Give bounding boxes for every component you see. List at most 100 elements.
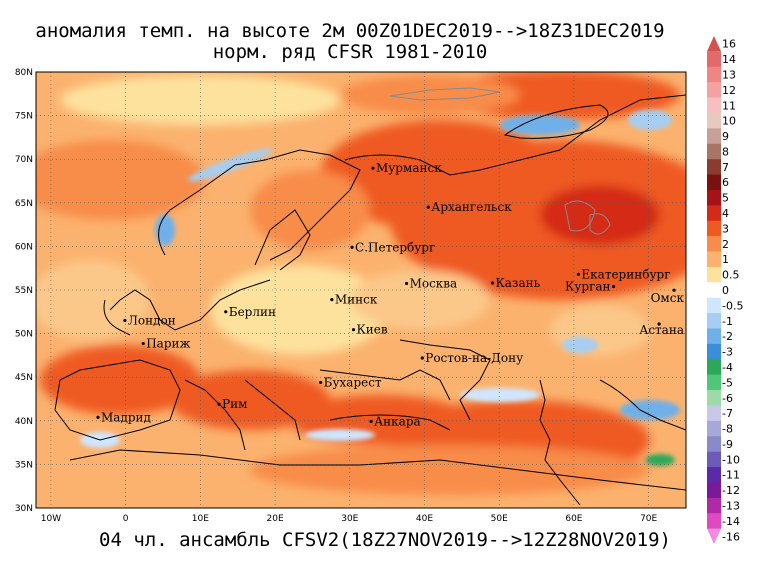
colorbar-label: -0.5 <box>722 299 743 312</box>
city-label: Курган <box>565 280 610 294</box>
colorbar-cell <box>707 497 721 514</box>
lon-tick-label: 30E <box>341 514 358 524</box>
colorbar-label: 12 <box>722 84 736 97</box>
colorbar-cell <box>707 390 721 406</box>
city-marker <box>217 402 221 406</box>
colorbar-cell <box>707 513 721 529</box>
colorbar-cell <box>707 467 721 483</box>
lat-tick-label: 75N <box>15 112 33 122</box>
city-marker <box>96 415 100 419</box>
lon-tick-label: 10E <box>192 514 209 524</box>
city-label: Мадрид <box>101 410 151 424</box>
lon-tick-label: 0 <box>123 514 129 524</box>
lon-tick-label: 60E <box>565 514 582 524</box>
colorbar-cell <box>707 343 721 360</box>
city-label: Москва <box>410 276 458 290</box>
city-label: Лондон <box>128 314 176 328</box>
colorbar-cell <box>707 436 721 452</box>
colorbar-cell <box>707 451 721 468</box>
colorbar-label: -6 <box>722 392 733 405</box>
colorbar-cell <box>707 51 721 68</box>
city-marker <box>672 288 676 292</box>
colorbar-label: 6 <box>722 176 729 189</box>
map-frame <box>35 71 687 509</box>
colorbar-label: -7 <box>722 407 733 420</box>
city-marker <box>404 281 409 286</box>
longitude-tick-labels: 10W 0 10E 20E 30E 40E 50E 60E 70E <box>41 514 658 524</box>
colorbar-cell <box>707 174 721 191</box>
city-label: Ростов-на-Дону <box>425 351 523 365</box>
colorbar-label: -9 <box>722 438 733 451</box>
city-label: Мурманск <box>376 161 442 175</box>
colorbar-label: -8 <box>722 423 733 436</box>
city-marker <box>319 380 323 385</box>
colorbar-cell <box>707 112 721 129</box>
lat-tick-label: 70N <box>15 155 33 165</box>
city-label: Астана <box>639 323 684 337</box>
city-label: Екатеринбург <box>581 267 670 281</box>
city-label: Париж <box>146 337 190 351</box>
city-label: С.Петербург <box>355 240 435 254</box>
grid-lines <box>36 72 686 508</box>
city-marker <box>330 297 334 302</box>
colorbar-label: 10 <box>722 115 736 128</box>
city-label: Архангельск <box>431 200 512 214</box>
colorbar: 16 14 13 12 11 10 9 8 7 6 5 4 3 2 1 0.5 0 -0.5 -1 -2 -3 -4 -5 -… <box>707 36 743 544</box>
colorbar-label: -5 <box>722 376 733 389</box>
colorbar-cell <box>707 266 721 283</box>
title-line-1: аномалия темп. на высоте 2м 00Z01DEC2019… <box>35 20 665 42</box>
colorbar-cell <box>707 82 721 98</box>
city-marker <box>351 328 356 332</box>
city-label: Бухарест <box>324 375 382 389</box>
lon-tick-label: 70E <box>640 514 657 524</box>
city-marker <box>224 310 228 314</box>
colorbar-label: 5 <box>722 192 729 205</box>
colorbar-cell <box>707 328 721 345</box>
footer-ensemble-info: 04 чл. ансамбль CFSV2(18Z27NOV2019-->12Z… <box>99 529 671 551</box>
city-marker <box>350 245 354 249</box>
city-marker <box>490 281 495 285</box>
colorbar-label: -11 <box>722 469 740 482</box>
lat-tick-label: 35N <box>15 460 33 470</box>
colorbar-label: -13 <box>722 500 740 513</box>
lat-tick-label: 40N <box>15 417 33 427</box>
colorbar-cell <box>707 251 721 268</box>
colorbar-cell <box>707 189 721 206</box>
city-marker <box>371 166 375 170</box>
colorbar-cell <box>707 482 721 499</box>
city-marker <box>420 356 424 360</box>
colorbar-cell <box>707 220 721 237</box>
colorbar-label: -3 <box>722 346 733 359</box>
lon-tick-label: 50E <box>491 514 508 524</box>
lat-tick-label: 55N <box>15 286 33 296</box>
city-label: Омск <box>651 291 685 305</box>
colorbar-cell <box>707 297 721 314</box>
colorbar-label: 7 <box>722 161 729 174</box>
city-label: Казань <box>495 276 540 290</box>
city-marker <box>611 284 616 289</box>
colorbar-cell <box>707 97 721 114</box>
city-marker <box>141 341 145 346</box>
colorbar-cell <box>707 282 721 298</box>
colorbar-label: 16 <box>722 38 736 51</box>
latitude-tick-labels: 80N 75N 70N 65N 60N 55N 50N 45N 40N 35N 30N <box>15 68 33 514</box>
colorbar-cell <box>707 313 721 329</box>
city-label: Рим <box>222 397 247 411</box>
title-line-2: норм. ряд CFSR 1981-2010 <box>212 41 488 63</box>
colorbar-label: 4 <box>722 207 729 220</box>
colorbar-cell <box>707 420 721 437</box>
colorbar-label: 14 <box>722 53 736 66</box>
colorbar-label: 3 <box>722 222 729 235</box>
city-marker <box>369 419 373 424</box>
city-labels: Мурманск Архангельск С.Петербург Москва Каза… <box>96 161 684 428</box>
colorbar-label: 13 <box>722 68 736 81</box>
lat-tick-label: 65N <box>15 199 33 209</box>
colorbar-label: -2 <box>722 330 733 343</box>
anomaly-field <box>36 72 686 508</box>
city-marker <box>657 322 661 326</box>
colorbar-label: 11 <box>722 99 736 112</box>
lat-tick-label: 80N <box>15 68 33 78</box>
lat-tick-label: 50N <box>15 330 33 340</box>
colorbar-cell <box>707 359 721 375</box>
